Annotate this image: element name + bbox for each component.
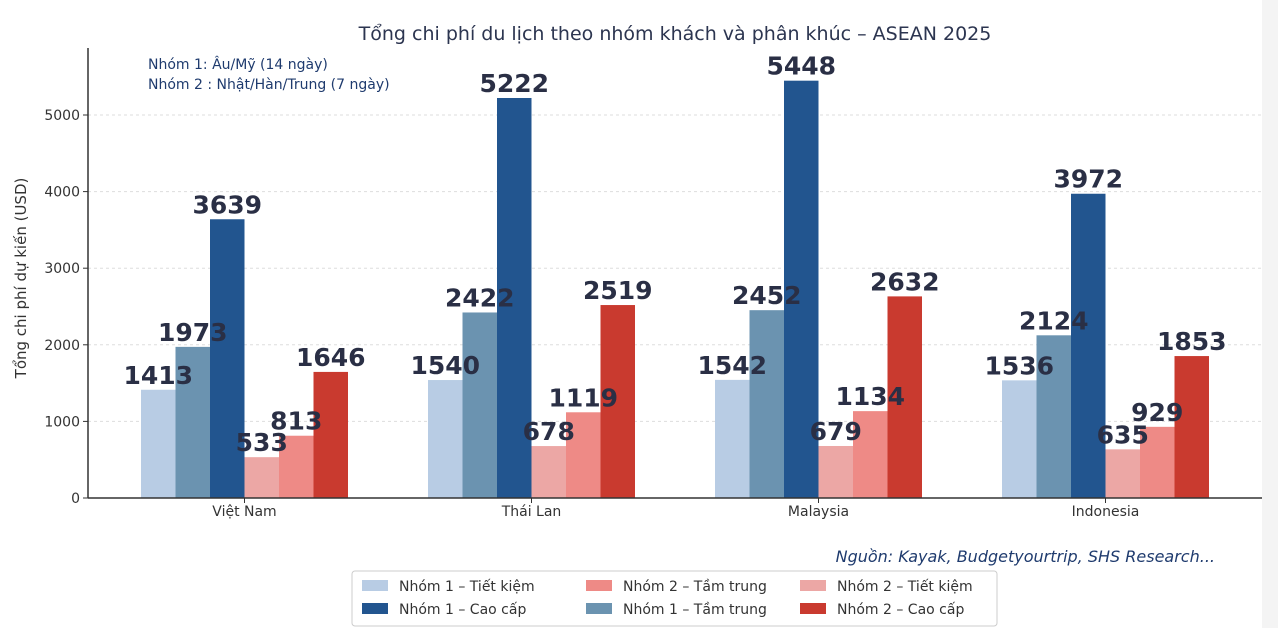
legend-label: Nhóm 1 – Cao cấp [399,602,526,618]
legend: Nhóm 1 – Tiết kiệm Nhóm 1 – Cao cấp Nhóm 2… [351,570,998,627]
bar [497,97,532,498]
data-label: 929 [1131,398,1183,427]
data-label: 1973 [158,318,228,347]
y-tick-label: 2000 [44,338,80,354]
bar [1036,335,1071,498]
bar [1002,380,1037,498]
bar [887,296,922,498]
bar [428,380,463,498]
bar [600,305,635,498]
y-tick-label: 4000 [44,185,80,201]
bar [244,457,279,498]
data-label: 3972 [1053,165,1123,194]
legend-label: Nhóm 1 – Tầm trung [623,602,767,618]
y-axis-ticks: 0 1000 2000 3000 4000 5000 [44,108,88,507]
bar [1105,449,1140,498]
bar [462,312,497,498]
x-tick-label: Việt Nam [212,504,276,520]
bar [749,310,784,498]
window-edge [1262,0,1278,628]
data-label: 635 [1097,420,1149,449]
data-label: 678 [523,417,575,446]
data-label: 1853 [1157,327,1227,356]
bar [279,435,314,498]
y-tick-label: 3000 [44,261,80,277]
x-tick-label: Indonesia [1072,504,1140,520]
legend-swatch [800,580,826,591]
data-label: 2124 [1019,306,1089,335]
annotation-group-2: Nhóm 2 : Nhật/Hàn/Trung (7 ngày) [148,77,390,93]
data-label: 1413 [123,361,193,390]
x-tick-label: Malaysia [788,504,849,520]
bar [141,389,176,498]
y-tick-label: 5000 [44,108,80,124]
data-label: 1542 [697,351,767,380]
data-label: 5448 [766,52,836,81]
data-label: 2519 [583,276,653,305]
data-label: 1540 [410,351,480,380]
bar [313,371,348,498]
data-label: 679 [810,417,862,446]
data-label: 1536 [984,351,1054,380]
data-label: 2422 [445,283,515,312]
x-axis-ticks: Việt Nam Thái Lan Malaysia Indonesia [212,498,1139,520]
legend-label: Nhóm 2 – Tầm trung [623,579,767,595]
bar [818,445,853,498]
y-axis-label: Tổng chi phí dự kiến (USD) [12,178,30,380]
chart-title: Tổng chi phí du lịch theo nhóm khách và … [358,23,992,45]
data-label: 1134 [835,382,905,411]
bar [210,219,245,498]
bar [784,80,819,498]
data-label: 5222 [479,69,549,98]
bars [141,80,1209,498]
bar [715,379,750,498]
legend-swatch [800,603,826,614]
legend-swatch [586,603,612,614]
y-tick-label: 1000 [44,414,80,430]
y-tick-label: 0 [71,491,80,507]
bar [566,412,601,498]
bar [1140,426,1175,498]
bar [175,346,210,498]
legend-swatch [362,580,388,591]
legend-swatch [362,603,388,614]
data-label: 2632 [870,267,940,296]
data-label: 1119 [548,383,618,412]
legend-label: Nhóm 2 – Tiết kiệm [837,578,973,595]
data-label: 813 [270,407,322,436]
bar [853,411,888,498]
legend-label: Nhóm 1 – Tiết kiệm [399,578,535,595]
data-label: 533 [236,428,288,457]
source-note: Nguồn: Kayak, Budgetyourtrip, SHS Resear… [836,547,1215,566]
annotation-group-1: Nhóm 1: Âu/Mỹ (14 ngày) [148,55,328,73]
x-tick-label: Thái Lan [501,504,562,520]
legend-box [351,570,998,627]
bar [1071,193,1106,498]
legend-swatch [586,580,612,591]
data-label: 1646 [296,343,366,372]
data-label: 3639 [192,190,262,219]
data-label: 2452 [732,281,802,310]
bar [531,446,566,498]
bar [1174,356,1209,498]
legend-label: Nhóm 2 – Cao cấp [837,602,964,618]
